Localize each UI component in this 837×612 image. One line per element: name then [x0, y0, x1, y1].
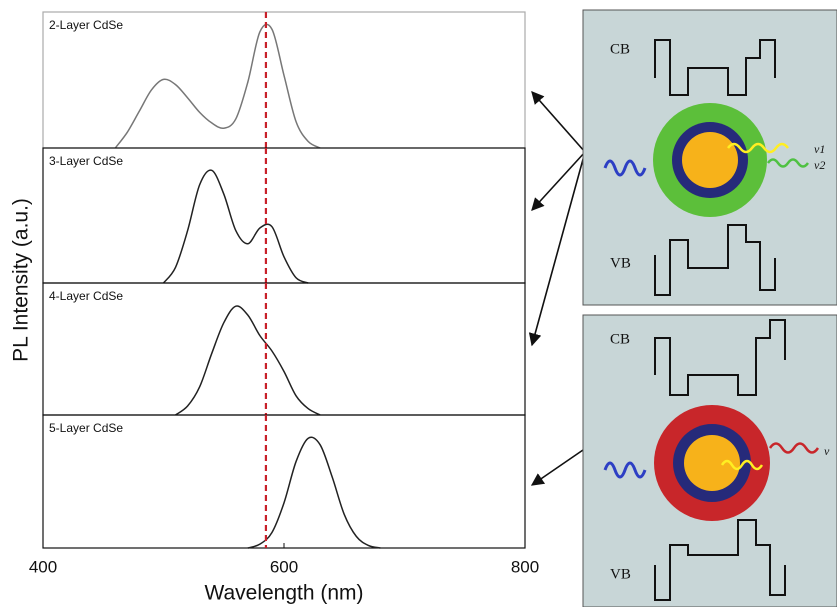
core — [682, 132, 738, 188]
figure: 2-Layer CdSe 3-Layer CdSe 4-Layer CdSe 5-La… — [0, 0, 837, 607]
x-tick-label: 400 — [29, 557, 57, 576]
arrows — [532, 92, 585, 485]
panel-title: 5-Layer CdSe — [49, 421, 123, 435]
spectrum-line — [115, 24, 320, 148]
cb-label: CB — [610, 41, 630, 57]
diagram-top: CB VB ν1 ν2 — [583, 10, 837, 305]
x-axis-label: Wavelength (nm) — [204, 582, 363, 605]
emission-label: ν1 — [814, 142, 825, 156]
panel-frame — [43, 12, 525, 148]
y-axis-label: PL Intensity (a.u.) — [10, 198, 33, 362]
emission-label: ν — [824, 444, 830, 458]
page: {"chart_data": [ {"type": "line", "title… — [0, 0, 837, 607]
panel-frame — [43, 148, 525, 283]
arrow — [532, 92, 585, 152]
arrow — [532, 450, 583, 485]
spectrum-line — [164, 170, 309, 283]
vb-label: VB — [610, 255, 631, 271]
cb-label: CB — [610, 331, 630, 347]
panel-title: 3-Layer CdSe — [49, 154, 123, 168]
x-tick-label: 600 — [270, 557, 298, 576]
spectrum-line — [248, 437, 381, 548]
vb-label: VB — [610, 566, 631, 582]
panel-title: 2-Layer CdSe — [49, 18, 123, 32]
spectrum-line — [176, 306, 321, 415]
emission-label: ν2 — [814, 158, 825, 172]
panel-title: 4-Layer CdSe — [49, 289, 123, 303]
spectra-plots: 2-Layer CdSe 3-Layer CdSe 4-Layer CdSe 5-La… — [29, 12, 539, 576]
x-tick-label: 800 — [511, 557, 539, 576]
diagram-bottom: CB VB ν — [583, 315, 837, 607]
